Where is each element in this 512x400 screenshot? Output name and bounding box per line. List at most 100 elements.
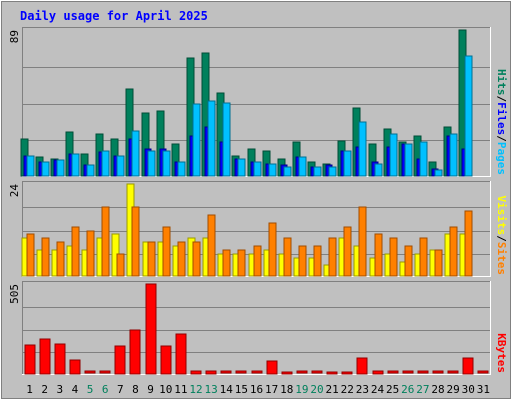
y-max-label: 505 <box>8 284 21 304</box>
bar-pages <box>222 102 231 177</box>
bar-kbytes <box>24 344 36 375</box>
x-tick-label: 25 <box>386 383 399 396</box>
bar-kbytes <box>190 370 202 375</box>
bar-sites <box>298 245 307 277</box>
bar-kbytes <box>447 370 459 374</box>
bar-kbytes <box>462 357 474 375</box>
bar-sites <box>147 241 156 277</box>
bar-pages <box>389 133 398 177</box>
bar-sites <box>177 241 186 277</box>
bar-kbytes <box>129 329 141 375</box>
bar-kbytes <box>99 370 111 374</box>
legend: KBytes <box>495 333 508 373</box>
bar-kbytes <box>281 371 293 375</box>
x-tick-label: 13 <box>204 383 217 396</box>
x-tick-label: 11 <box>174 383 187 396</box>
bar-sites <box>86 230 95 277</box>
bar-kbytes <box>266 360 278 375</box>
bar-sites <box>434 249 443 277</box>
x-tick-label: 22 <box>341 383 354 396</box>
bar-sites <box>192 241 201 277</box>
x-tick-label: 19 <box>295 383 308 396</box>
bar-kbytes <box>356 357 368 375</box>
bar-kbytes <box>160 345 172 375</box>
bar-sites <box>343 226 352 277</box>
bar-sites <box>101 206 110 277</box>
bar-sites <box>328 237 337 277</box>
x-tick-label: 31 <box>477 383 490 396</box>
bar-kbytes <box>296 370 308 374</box>
bar-kbytes <box>205 370 217 375</box>
bar-kbytes <box>387 370 399 374</box>
legend-entry: Visits <box>495 196 508 236</box>
bar-pages <box>207 100 216 177</box>
panel-visits_sites: 24 Visits/Sites <box>8 181 508 277</box>
x-tick-label: 23 <box>356 383 369 396</box>
bar-kbytes <box>39 338 51 375</box>
chart-title: Daily usage for April 2025 <box>20 9 208 23</box>
legend: Hits/Files/Pages <box>495 69 508 175</box>
bar-pages <box>86 164 95 177</box>
x-tick-label: 21 <box>326 383 339 396</box>
bar-sites <box>237 249 246 277</box>
legend-entry: Sites <box>495 242 508 275</box>
bar-pages <box>192 103 201 177</box>
legend-entry: / <box>495 96 508 103</box>
bar-kbytes <box>417 370 429 374</box>
bar-pages <box>283 166 292 177</box>
bar-sites <box>374 233 383 277</box>
bar-sites <box>116 253 125 277</box>
bar-sites <box>222 249 231 277</box>
bar-pages <box>41 161 50 177</box>
legend-entry: KBytes <box>495 333 508 373</box>
bar-sites <box>207 214 216 277</box>
y-max-label: 89 <box>8 30 21 43</box>
bar-kbytes <box>145 283 157 375</box>
x-tick-label: 2 <box>41 383 48 396</box>
bar-sites <box>419 237 428 277</box>
bar-kbytes <box>341 371 353 375</box>
x-tick-label: 14 <box>220 383 234 396</box>
bar-pages <box>358 121 367 177</box>
x-tick-label: 6 <box>102 383 109 396</box>
bar-kbytes <box>220 370 232 374</box>
bar-sites <box>283 237 292 277</box>
bar-sites <box>358 206 367 277</box>
legend-entry: Files <box>495 102 508 135</box>
bar-pages <box>419 141 428 177</box>
panel-kbytes: 505 KBytes <box>8 281 508 375</box>
bar-kbytes <box>432 370 444 374</box>
bar-pages <box>131 130 140 177</box>
bar-pages <box>101 150 110 177</box>
bar-sites <box>56 241 65 277</box>
bar-pages <box>253 161 262 177</box>
bar-kbytes <box>402 370 414 374</box>
x-tick-label: 28 <box>431 383 444 396</box>
bar-pages <box>237 158 246 177</box>
bar-sites <box>389 237 398 277</box>
bar-pages <box>464 55 473 177</box>
bar-kbytes <box>235 370 247 374</box>
bar-sites <box>131 206 140 277</box>
bar-sites <box>464 210 473 277</box>
x-tick-label: 17 <box>265 383 278 396</box>
bar-sites <box>26 233 35 277</box>
x-tick-label: 29 <box>447 383 460 396</box>
legend-entry: / <box>495 235 508 242</box>
bar-kbytes <box>114 345 126 375</box>
bar-kbytes <box>69 359 81 375</box>
legend: Visits/Sites <box>495 196 508 276</box>
bar-pages <box>177 161 186 177</box>
bar-pages <box>71 153 80 177</box>
x-tick-label: 8 <box>132 383 139 396</box>
x-tick-label: 30 <box>462 383 475 396</box>
bar-pages <box>56 159 65 177</box>
bar-pages <box>298 156 307 177</box>
bar-kbytes <box>311 370 323 374</box>
x-tick-label: 18 <box>280 383 293 396</box>
bar-pages <box>147 150 156 177</box>
bar-pages <box>162 150 171 177</box>
bar-pages <box>116 155 125 177</box>
